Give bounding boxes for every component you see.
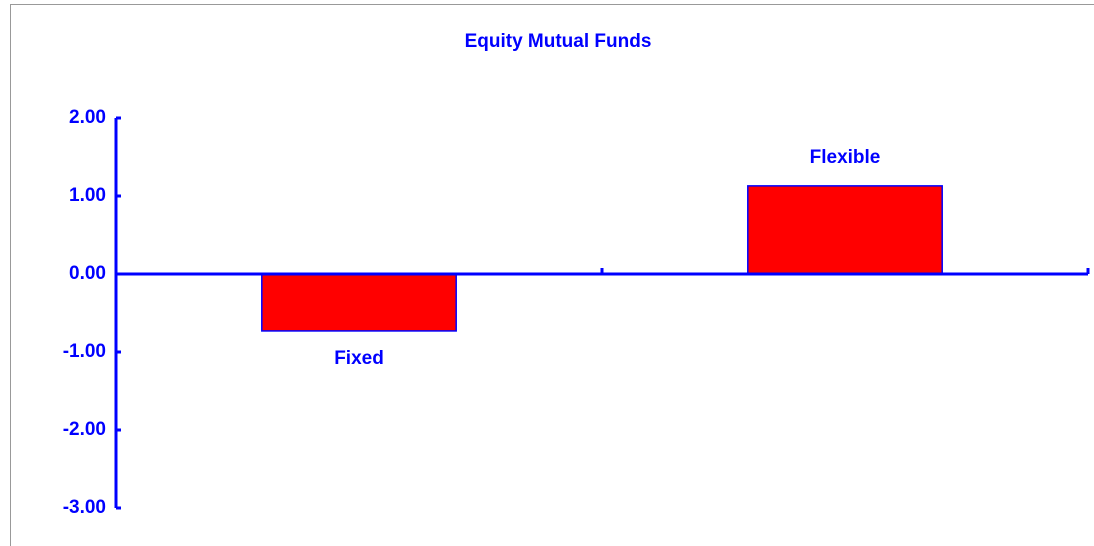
category-label: Fixed [334, 348, 384, 369]
y-tick-label: 1.00 [69, 185, 106, 206]
y-tick-label: 0.00 [69, 263, 106, 284]
y-tick-label: 2.00 [69, 107, 106, 128]
y-tick-label: -2.00 [63, 419, 106, 440]
y-tick-label: -3.00 [63, 497, 106, 518]
bar [747, 185, 943, 275]
category-label: Flexible [810, 147, 881, 168]
y-tick-label: -1.00 [63, 341, 106, 362]
chart-title: Equity Mutual Funds [465, 31, 652, 52]
bar [261, 273, 457, 332]
